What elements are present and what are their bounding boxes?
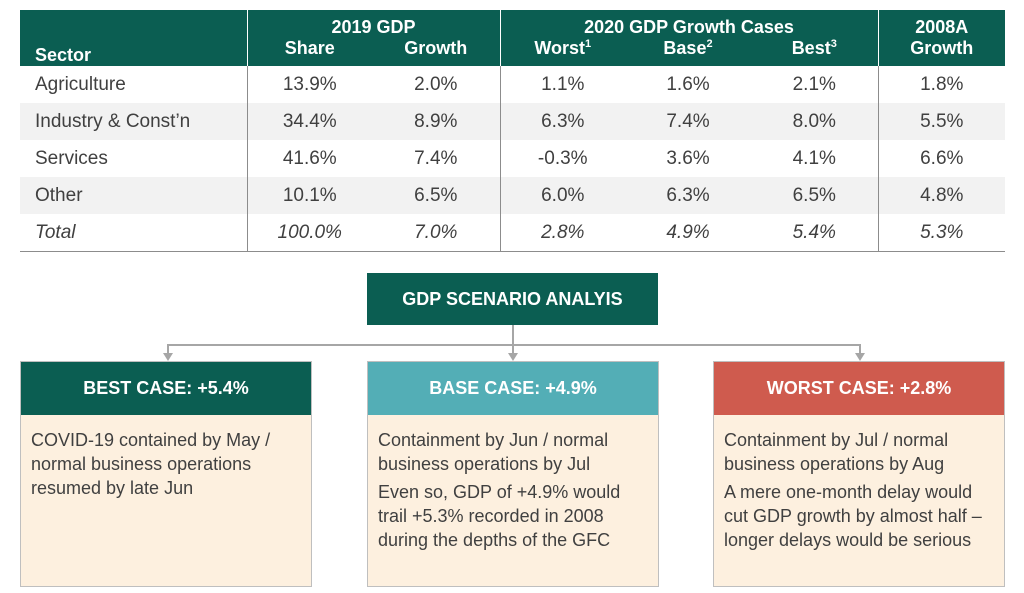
growth-2008-cell: 5.3% xyxy=(877,214,1006,252)
worst-case-body: Containment by Jul / normal business ope… xyxy=(714,415,1004,552)
growth-2008-cell: 1.8% xyxy=(877,66,1006,103)
best-cell: 5.4% xyxy=(751,214,879,252)
scenario-title: GDP SCENARIO ANALYIS xyxy=(367,273,658,325)
share-cell: 100.0% xyxy=(246,214,372,252)
growth-cell: 6.5% xyxy=(372,177,500,214)
table-row: Agriculture 13.9% 2.0% 1.1% 1.6% 2.1% 1.… xyxy=(20,66,1006,103)
sector-cell: Industry & Const’n xyxy=(20,103,247,140)
arrow-worst-icon xyxy=(855,353,865,361)
base-case-body: Containment by Jun / normal business ope… xyxy=(368,415,658,552)
connector-base xyxy=(512,344,514,354)
sector-cell: Total xyxy=(20,214,247,252)
base-cell: 3.6% xyxy=(666,147,710,169)
base-case-box: BASE CASE: +4.9% Containment by Jun / no… xyxy=(367,361,659,587)
worst-cell: 6.0% xyxy=(499,177,625,214)
arrow-best-icon xyxy=(163,353,173,361)
gdp-table: Sector 2019 GDP 2020 GDP Growth Cases 20… xyxy=(20,10,1006,252)
growth-2008-cell: 4.8% xyxy=(877,177,1006,214)
worst-case-text: Containment by Jul / normal business ope… xyxy=(724,430,949,474)
connector-horizontal xyxy=(167,344,861,346)
best-case-box: BEST CASE: +5.4% COVID-19 contained by M… xyxy=(20,361,312,587)
sector-cell: Agriculture xyxy=(35,73,126,95)
best-cell: 8.0% xyxy=(751,103,879,140)
worst-case-text: A mere one-month delay would cut GDP gro… xyxy=(724,482,982,550)
worst-cell: 6.3% xyxy=(499,103,625,140)
sector-header: Sector xyxy=(20,10,247,66)
table-row: Services 41.6% 7.4% -0.3% 3.6% 4.1% 6.6% xyxy=(20,140,1006,177)
share-cell: 10.1% xyxy=(246,177,372,214)
base-case-header: BASE CASE: +4.9% xyxy=(368,362,658,415)
best-case-text: COVID-19 contained by May / normal busin… xyxy=(31,430,271,498)
worst-cell: 1.1% xyxy=(499,66,625,103)
worst-case-header: WORST CASE: +2.8% xyxy=(714,362,1004,415)
best-header: Best3 xyxy=(751,38,879,66)
growth-2008-header-line2: Growth xyxy=(877,38,1006,66)
best-case-body: COVID-19 contained by May / normal busin… xyxy=(21,415,311,500)
connector-worst xyxy=(859,344,861,354)
worst-header: Worst1 xyxy=(499,38,625,66)
table-row: Other 10.1% 6.5% 6.0% 6.3% 6.5% 4.8% xyxy=(20,177,1006,214)
base-cell: 4.9% xyxy=(625,214,751,252)
growth-2008-cell: 6.6% xyxy=(877,140,1006,177)
base-cell: 7.4% xyxy=(625,103,751,140)
growth-2008-header-line1: 2008A xyxy=(877,10,1006,38)
table-row-total: Total 100.0% 7.0% 2.8% 4.9% 5.4% 5.3% xyxy=(20,214,1006,252)
base-cell: 6.3% xyxy=(625,177,751,214)
worst-case-box: WORST CASE: +2.8% Containment by Jul / n… xyxy=(713,361,1005,587)
share-cell: 34.4% xyxy=(246,103,372,140)
growth-2008-cell: 5.5% xyxy=(877,103,1006,140)
base-header: Base2 xyxy=(625,38,751,66)
worst-cell: 2.8% xyxy=(499,214,625,252)
sector-cell: Services xyxy=(35,147,108,169)
best-cell: 2.1% xyxy=(792,73,836,95)
growth-header: Growth xyxy=(372,38,500,66)
share-cell: 41.6% xyxy=(246,140,372,177)
worst-cell: -0.3% xyxy=(499,140,625,177)
share-cell: 13.9% xyxy=(246,66,372,103)
arrow-base-icon xyxy=(508,353,518,361)
base-case-text: Containment by Jun / normal business ope… xyxy=(378,430,609,474)
best-cell: 4.1% xyxy=(792,147,836,169)
base-case-text: Even so, GDP of +4.9% would trail +5.3% … xyxy=(378,482,621,550)
share-header: Share xyxy=(246,38,372,66)
best-case-header: BEST CASE: +5.4% xyxy=(21,362,311,415)
growth-cell: 8.9% xyxy=(372,103,500,140)
base-cell: 1.6% xyxy=(666,73,710,95)
table-row: Industry & Const’n 34.4% 8.9% 6.3% 7.4% … xyxy=(20,103,1006,140)
growth-cell: 7.0% xyxy=(372,214,500,252)
growth-cell: 2.0% xyxy=(414,73,458,95)
connector-vertical-top xyxy=(512,325,514,345)
sector-cell: Other xyxy=(20,177,247,214)
gdp-2019-header: 2019 GDP xyxy=(246,10,500,38)
connector-best xyxy=(167,344,169,354)
growth-2020-header: 2020 GDP Growth Cases xyxy=(499,10,879,38)
growth-cell: 7.4% xyxy=(414,147,458,169)
best-cell: 6.5% xyxy=(751,177,879,214)
